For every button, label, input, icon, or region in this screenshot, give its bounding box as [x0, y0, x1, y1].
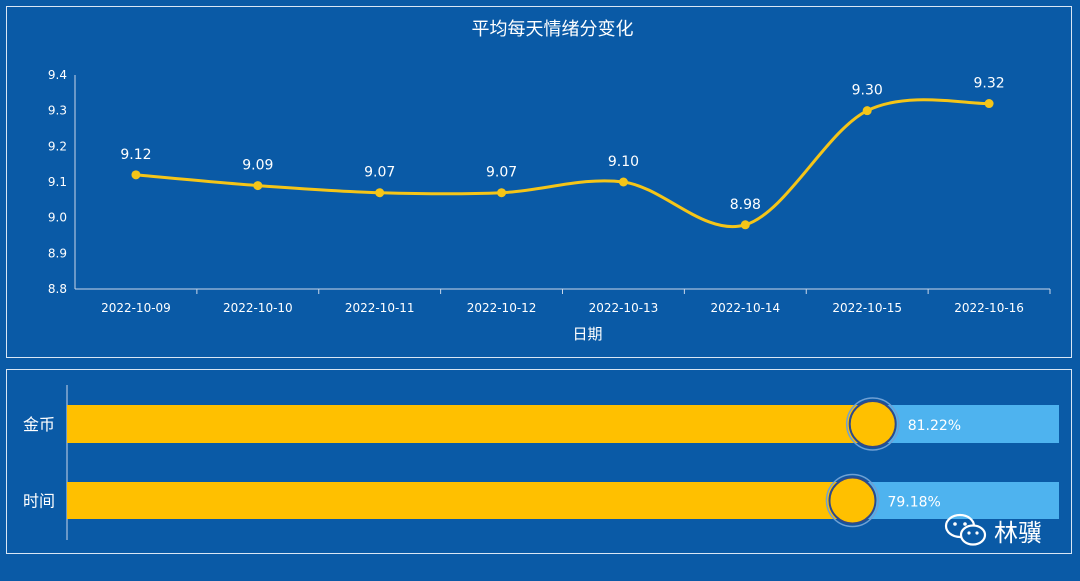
data-point: [740, 220, 750, 230]
category-label: 金币: [23, 415, 55, 434]
progress-chart-panel: 金币 81.22% 时间 79.18%: [6, 369, 1072, 554]
progress-chart: 金币 81.22% 时间 79.18%: [23, 385, 1059, 540]
data-label: 9.07: [364, 165, 395, 181]
progress-marker: [828, 476, 877, 525]
x-tick-label: 2022-10-10: [223, 301, 293, 315]
chart-title: 平均每天情绪分变化: [472, 19, 634, 40]
progress-marker: [848, 400, 897, 448]
watermark-text: 林骥: [994, 518, 1042, 547]
data-label: 9.12: [120, 147, 151, 163]
data-label: 9.10: [608, 154, 639, 170]
y-tick-label: 9.2: [48, 139, 67, 153]
series-line: [135, 98, 990, 229]
value-label: 81.22%: [908, 418, 961, 434]
data-label: 9.07: [486, 165, 517, 181]
data-point: [497, 188, 507, 198]
data-label: 9.32: [973, 76, 1004, 92]
progress-fill: [67, 482, 853, 519]
data-label: 9.09: [242, 158, 273, 174]
y-tick-label: 8.9: [48, 246, 67, 260]
data-point: [984, 99, 994, 109]
y-tick-label: 9.1: [48, 175, 67, 189]
x-tick-label: 2022-10-11: [345, 301, 415, 315]
line-chart: 平均每天情绪分变化 8.8 8.9 9.0 9.1 9.2 9.3 9.4 2022-10-09…: [48, 19, 1051, 343]
wechat-icon: [944, 513, 987, 546]
data-point: [618, 177, 628, 187]
y-tick-label: 9.3: [48, 104, 67, 118]
progress-marker-ring: [825, 473, 880, 528]
progress-fill: [67, 405, 873, 443]
x-tick-label: 2022-10-13: [589, 301, 659, 315]
x-tick-label: 2022-10-14: [710, 301, 780, 315]
data-point: [131, 170, 141, 180]
watermark: 林骥: [944, 512, 1042, 548]
data-point: [253, 181, 263, 191]
value-label: 79.18%: [887, 495, 940, 511]
data-point: [862, 106, 872, 116]
x-axis-title: 日期: [572, 325, 602, 343]
x-tick-label: 2022-10-15: [832, 301, 902, 315]
data-label: 9.30: [852, 83, 883, 99]
x-tick-label: 2022-10-16: [954, 301, 1024, 315]
data-point: [375, 188, 385, 198]
x-tick-label: 2022-10-09: [101, 301, 171, 315]
progress-marker-ring: [845, 397, 900, 451]
y-tick-label: 9.0: [48, 211, 67, 225]
line-chart-panel: 平均每天情绪分变化 8.8 8.9 9.0 9.1 9.2 9.3 9.4 2022-10-09…: [6, 6, 1072, 358]
category-label: 时间: [23, 492, 55, 511]
y-tick-label: 8.8: [48, 282, 67, 296]
data-label: 8.98: [730, 197, 761, 213]
x-tick-label: 2022-10-12: [467, 301, 537, 315]
y-tick-label: 9.4: [48, 68, 67, 82]
